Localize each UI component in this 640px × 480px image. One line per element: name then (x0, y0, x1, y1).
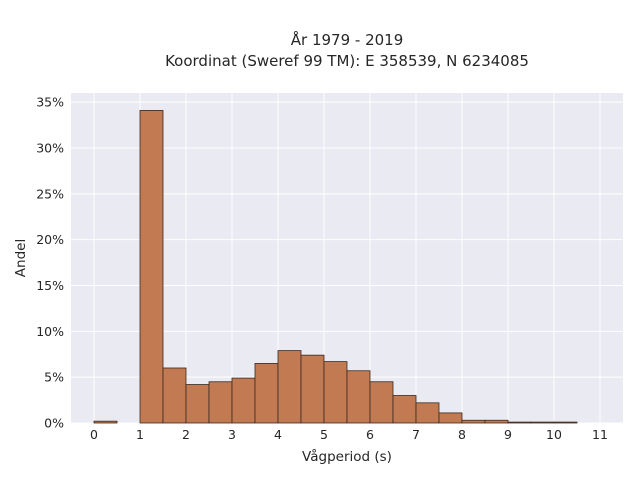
histogram-bar-9 (300, 354, 325, 424)
y-axis-label: Andel (13, 239, 29, 277)
histogram-bar-4 (185, 384, 210, 424)
histogram-bar-7 (254, 363, 279, 424)
histogram-bar-0 (93, 420, 118, 424)
x-tick-label-10: 10 (546, 427, 562, 442)
chart-title-line-2: Koordinat (Sweref 99 TM): E 358539, N 62… (165, 52, 529, 70)
x-tick-label-2: 2 (182, 427, 190, 442)
x-axis-label: Vågperiod (s) (302, 448, 392, 465)
histogram-bar-16 (461, 419, 486, 424)
histogram-bar-10 (323, 361, 348, 424)
x-tick-label-8: 8 (458, 427, 466, 442)
histogram-bar-8 (277, 350, 302, 424)
histogram-bar-13 (392, 395, 417, 424)
histogram-bar-17 (484, 419, 509, 424)
grid-lines (71, 93, 623, 424)
histogram-bar-3 (162, 367, 187, 424)
histogram-bar-11 (346, 370, 371, 424)
histogram-bar-20 (553, 421, 578, 424)
y-axis-ticks: 0% 5% 10% 15% 20% 25% 30% 35% (36, 95, 64, 431)
histogram-bar-12 (369, 381, 394, 424)
histogram-bar-6 (231, 377, 256, 424)
y-tick-label-7: 35% (36, 95, 64, 110)
x-tick-label-11: 11 (592, 427, 608, 442)
histogram-bar-14 (415, 402, 440, 424)
x-tick-label-7: 7 (412, 427, 420, 442)
y-tick-label-4: 20% (36, 232, 64, 247)
histogram-bar-5 (208, 381, 233, 424)
y-tick-label-1: 5% (44, 370, 64, 385)
y-tick-label-2: 10% (36, 324, 64, 339)
chart-title-line-1: År 1979 - 2019 (291, 30, 404, 49)
x-tick-label-3: 3 (228, 427, 236, 442)
x-axis-ticks: 0 1 2 3 4 5 6 7 8 9 10 11 (90, 427, 608, 442)
y-tick-label-0: 0% (44, 416, 64, 431)
histogram-bars (93, 110, 578, 424)
histogram-bar-15 (438, 412, 463, 424)
y-tick-label-3: 15% (36, 278, 64, 293)
x-tick-label-5: 5 (320, 427, 328, 442)
x-tick-label-4: 4 (274, 427, 282, 442)
x-tick-label-6: 6 (366, 427, 374, 442)
y-tick-label-5: 25% (36, 186, 64, 201)
x-tick-label-9: 9 (504, 427, 512, 442)
x-tick-label-0: 0 (90, 427, 98, 442)
histogram-bar-2 (139, 110, 164, 424)
histogram-bar-19 (530, 421, 555, 424)
histogram-bar-18 (507, 421, 532, 424)
x-tick-label-1: 1 (136, 427, 144, 442)
y-tick-label-6: 30% (36, 141, 64, 156)
